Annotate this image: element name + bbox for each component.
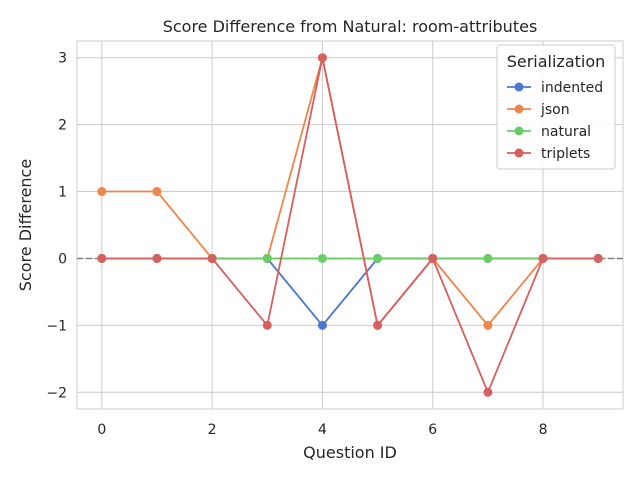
x-tick-labels: 0 2 4 6 8 xyxy=(97,422,547,438)
x-tick-label: 0 xyxy=(97,422,106,438)
data-point-indented xyxy=(317,320,327,330)
legend-label: natural xyxy=(541,124,591,140)
data-point-triplets xyxy=(152,253,162,263)
data-point-triplets xyxy=(428,253,438,263)
data-point-triplets xyxy=(593,253,603,263)
data-point-json xyxy=(97,187,107,197)
y-tick-labels: −2 −1 0 1 2 3 xyxy=(46,51,67,402)
legend-item-natural: natural xyxy=(507,124,591,140)
y-tick-label: −1 xyxy=(46,318,67,334)
y-axis-label: Score Difference xyxy=(16,159,35,291)
data-point-triplets xyxy=(483,387,493,397)
y-tick-label: 1 xyxy=(58,185,67,201)
data-point-natural xyxy=(317,253,327,263)
data-point-json xyxy=(483,320,493,330)
series-triplets xyxy=(97,53,603,397)
legend-item-triplets: triplets xyxy=(507,146,590,162)
legend-label: json xyxy=(540,102,570,118)
data-point-triplets xyxy=(538,253,548,263)
legend-title: Serialization xyxy=(507,52,606,71)
series-line-triplets xyxy=(101,56,599,394)
legend-item-indented: indented xyxy=(507,80,603,96)
legend: Serialization indented json natural triplet… xyxy=(496,44,616,170)
data-point-natural xyxy=(262,253,272,263)
series-group xyxy=(97,53,603,397)
legend-box xyxy=(496,44,616,170)
y-tick-label: −2 xyxy=(46,385,67,401)
data-point-triplets xyxy=(97,253,107,263)
x-tick-label: 4 xyxy=(318,422,327,438)
legend-swatch-marker xyxy=(514,104,524,114)
y-tick-label: 3 xyxy=(58,51,67,67)
legend-swatch-marker xyxy=(514,148,524,158)
legend-item-json: json xyxy=(507,102,570,118)
data-point-triplets xyxy=(373,320,383,330)
legend-swatch-marker xyxy=(514,126,524,136)
data-point-triplets xyxy=(207,253,217,263)
x-tick-label: 2 xyxy=(208,422,217,438)
legend-swatch-marker xyxy=(514,82,524,92)
x-tick-label: 6 xyxy=(428,422,437,438)
chart-title: Score Difference from Natural: room-attr… xyxy=(163,17,538,36)
x-axis-label: Question ID xyxy=(303,443,397,462)
data-point-natural xyxy=(483,253,493,263)
data-point-natural xyxy=(373,253,383,263)
data-point-triplets xyxy=(317,53,327,63)
data-point-json xyxy=(152,187,162,197)
data-point-triplets xyxy=(262,320,272,330)
legend-label: indented xyxy=(541,80,603,96)
y-tick-label: 0 xyxy=(58,251,67,267)
y-tick-label: 2 xyxy=(58,118,67,134)
legend-label: triplets xyxy=(541,146,590,162)
x-tick-label: 8 xyxy=(539,422,548,438)
